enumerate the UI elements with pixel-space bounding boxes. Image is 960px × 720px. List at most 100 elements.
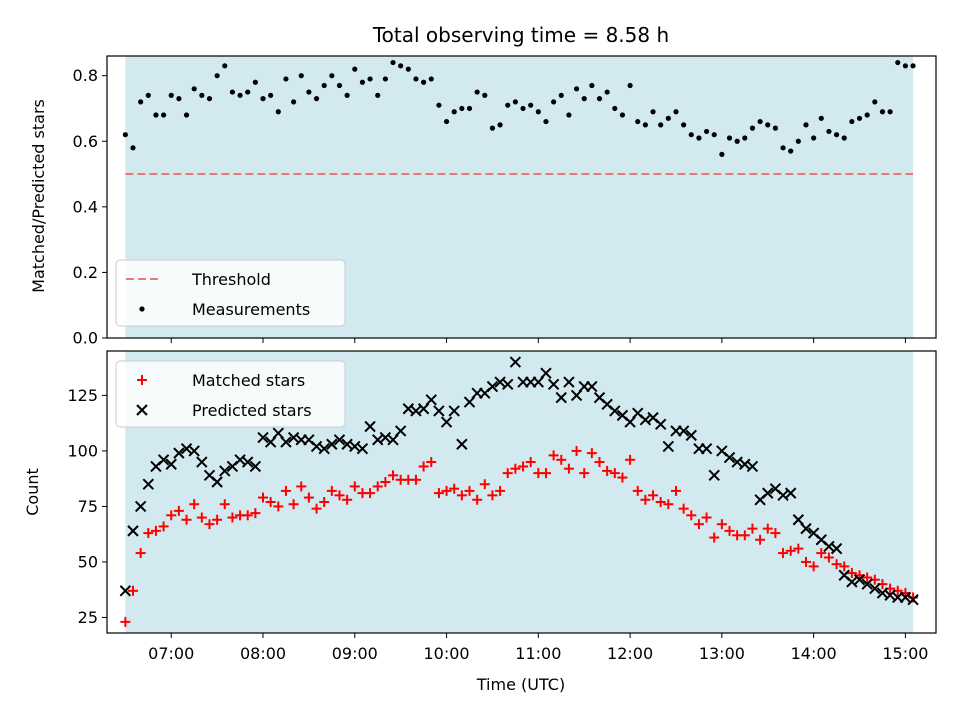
data-point	[581, 96, 587, 102]
data-point	[872, 99, 878, 105]
data-point	[128, 585, 139, 596]
data-point	[428, 76, 434, 82]
data-point	[356, 442, 369, 455]
data-point	[510, 463, 521, 474]
data-point	[696, 135, 702, 141]
data-point	[142, 478, 155, 490]
data-point	[489, 125, 496, 131]
data-point	[380, 477, 391, 488]
data-point	[543, 118, 549, 125]
data-point	[677, 425, 690, 437]
data-point	[196, 456, 208, 468]
data-point	[853, 574, 866, 586]
x-tick-label: 11:00	[515, 644, 561, 663]
data-point	[749, 125, 756, 131]
series-predicted-stars	[119, 356, 919, 606]
data-point	[242, 456, 254, 468]
bottom-y-axis-label: Count	[23, 468, 42, 516]
data-point	[139, 306, 145, 312]
data-point	[632, 485, 643, 496]
data-point	[757, 118, 763, 125]
data-point	[119, 585, 132, 597]
data-point	[283, 76, 289, 82]
data-point	[448, 405, 460, 417]
data-point	[326, 438, 338, 450]
data-point	[663, 499, 674, 510]
axes-frame	[106, 350, 937, 634]
data-point	[795, 138, 801, 144]
data-point	[502, 468, 513, 479]
data-point	[333, 434, 346, 446]
data-point	[563, 463, 574, 474]
data-point	[189, 499, 200, 510]
data-point	[755, 534, 766, 545]
data-point	[619, 112, 626, 118]
data-point	[861, 578, 873, 590]
data-point	[648, 490, 659, 501]
data-point	[181, 514, 192, 525]
data-point	[586, 380, 598, 393]
data-point	[566, 112, 572, 118]
data-point	[150, 525, 161, 536]
data-point	[426, 457, 437, 468]
y-tick-label: 0.8	[73, 66, 98, 85]
data-point	[288, 499, 299, 510]
data-point	[518, 461, 529, 472]
data-point	[382, 76, 388, 82]
data-point	[558, 92, 564, 98]
data-point	[520, 105, 526, 112]
data-point	[227, 512, 238, 523]
data-point	[487, 490, 498, 501]
data-point	[273, 501, 284, 512]
data-point	[204, 519, 215, 530]
y-tick-label: 25	[78, 608, 98, 627]
data-point	[486, 380, 499, 393]
series-matched-stars	[120, 445, 919, 627]
data-point	[229, 89, 236, 95]
data-point	[688, 132, 694, 138]
data-point	[869, 582, 881, 595]
data-point	[388, 470, 399, 481]
data-point	[887, 109, 893, 115]
data-point	[551, 99, 557, 105]
data-point	[512, 99, 518, 105]
y-tick-label: 50	[78, 552, 98, 571]
data-point	[681, 122, 687, 128]
data-point	[525, 457, 536, 468]
data-point	[237, 92, 243, 98]
data-point	[219, 465, 231, 477]
data-point	[456, 438, 468, 450]
data-point	[772, 125, 779, 131]
data-point	[219, 499, 230, 510]
data-point	[579, 468, 590, 479]
chart-title: Total observing time = 8.58 h	[372, 23, 669, 47]
data-point	[466, 105, 473, 112]
legend-label: Measurements	[192, 300, 310, 319]
data-point	[734, 138, 740, 144]
data-point	[260, 96, 266, 102]
data-point	[265, 496, 276, 507]
data-point	[612, 105, 618, 112]
x-tick-label: 14:00	[791, 644, 837, 663]
data-point	[703, 128, 710, 135]
data-point	[319, 496, 330, 507]
x-axis-label: Time (UTC)	[476, 675, 565, 694]
legend-label: Threshold	[191, 270, 271, 289]
data-point	[780, 145, 786, 151]
data-point	[306, 89, 312, 95]
data-point	[723, 451, 736, 464]
data-point	[571, 445, 582, 456]
data-point	[862, 572, 873, 583]
data-point	[158, 521, 169, 532]
data-point	[459, 105, 465, 112]
data-point	[808, 561, 819, 572]
data-point	[449, 483, 460, 494]
data-point	[365, 488, 376, 499]
data-point	[372, 481, 383, 492]
data-point	[214, 73, 220, 79]
x-tick-label: 12:00	[607, 644, 653, 663]
data-point	[662, 440, 675, 453]
data-point	[555, 391, 567, 404]
data-point	[895, 59, 901, 66]
data-point	[497, 122, 503, 128]
